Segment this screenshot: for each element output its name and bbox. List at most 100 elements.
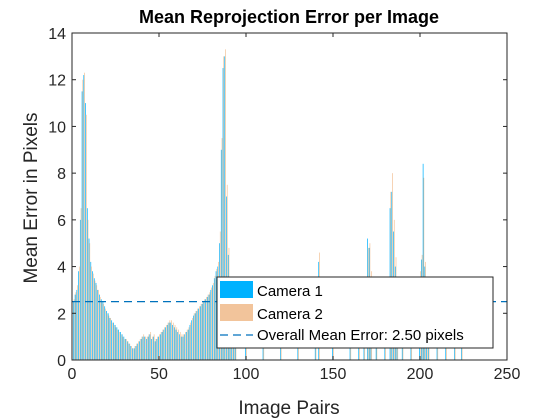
camera-1-bar-40	[140, 338, 142, 360]
camera-1-bar-6	[81, 91, 83, 360]
camera-1-bar-56	[168, 322, 170, 360]
camera-1-bar-53	[163, 329, 165, 360]
camera-1-bar-41	[142, 336, 144, 360]
camera-2-bar-2	[75, 292, 77, 360]
camera-1-bar-74	[200, 306, 201, 360]
legend-entry-camera-1: Camera 1	[257, 283, 323, 300]
legend-swatch-camera-2	[220, 304, 253, 321]
camera-1-bar-28	[119, 331, 121, 360]
camera-1-bar-4	[78, 271, 79, 360]
legend: Camera 1 Camera 2 Overall Mean Error: 2.…	[216, 276, 494, 349]
x-tick-label-150: 150	[320, 366, 347, 383]
camera-2-bar-60	[176, 327, 178, 360]
camera-2-bar-69	[192, 317, 193, 360]
camera-1-bar-1	[73, 301, 74, 360]
camera-1-bar-32	[126, 341, 128, 360]
y-axis-label: Mean Error in Pixels	[21, 112, 42, 283]
camera-2-bar-183	[390, 191, 392, 360]
x-tick-label-0: 0	[68, 366, 77, 383]
y-tick-label-6: 6	[57, 213, 66, 230]
camera-2-bar-76	[204, 299, 205, 360]
camera-2-bar-24	[113, 324, 115, 360]
camera-1-bar-42	[144, 336, 146, 360]
camera-1-bar-16	[99, 294, 100, 360]
camera-2-bar-27	[118, 331, 120, 360]
camera-1-bar-22	[109, 317, 111, 360]
camera-2-bar-82	[214, 275, 216, 360]
camera-1-bar-45	[149, 334, 151, 360]
camera-2-bar-37	[136, 343, 138, 360]
camera-1-bar-69	[191, 320, 193, 360]
camera-2-bar-81	[212, 282, 214, 360]
camera-1-bar-71	[194, 313, 196, 360]
camera-2-bar-89	[226, 184, 228, 360]
camera-2-bar-73	[199, 306, 200, 360]
camera-1-bar-24	[113, 322, 114, 360]
camera-1-bar-5	[79, 219, 81, 360]
camera-1-bar-14	[95, 282, 97, 360]
camera-2-bar-50	[159, 334, 160, 360]
camera-1-bar-33	[128, 343, 130, 360]
camera-2-bar-28	[120, 334, 122, 360]
camera-2-bar-78	[207, 294, 209, 360]
camera-2-bar-3	[77, 285, 78, 360]
camera-1-bar-202	[422, 163, 424, 360]
camera-1-bar-86	[220, 149, 222, 360]
camera-1-bar-82	[213, 278, 215, 360]
camera-1-bar-43	[146, 338, 147, 360]
camera-1-bar-37	[135, 345, 137, 360]
camera-1-bar-78	[206, 296, 208, 360]
camera-2-bar-41	[143, 334, 145, 360]
camera-2-bar-67	[188, 327, 190, 360]
camera-1-bar-25	[114, 324, 116, 360]
legend-box	[216, 276, 494, 349]
camera-2-bar-77	[205, 296, 207, 360]
x-tick-label-200: 200	[407, 366, 434, 383]
axes-box	[71, 32, 508, 361]
camera-2-bar-80	[211, 287, 212, 360]
camera-1-bar-61	[177, 331, 179, 360]
legend-entry-camera-2: Camera 2	[257, 306, 323, 323]
camera-1-bar-76	[203, 301, 205, 360]
camera-2-bar-51	[160, 331, 162, 360]
y-tick-label-4: 4	[57, 260, 66, 277]
camera-1-bar-27	[118, 329, 119, 360]
camera-2-bar-26	[117, 329, 118, 360]
camera-2-bar-42	[145, 336, 146, 360]
camera-2-bar-55	[167, 322, 169, 360]
camera-1-bar-15	[97, 289, 99, 360]
legend-entry-mean: Overall Mean Error: 2.50 pixels	[257, 327, 464, 344]
chart-title: Mean Reprojection Error per Image	[139, 7, 439, 27]
camera-1-bar-75	[201, 303, 203, 360]
camera-1-bar-55	[166, 324, 168, 360]
camera-2-bar-62	[179, 331, 181, 360]
camera-2-bar-6	[82, 79, 84, 361]
camera-2-bar-4	[78, 266, 80, 360]
camera-1-bar-35	[132, 348, 133, 360]
camera-2-bar-64	[183, 334, 185, 360]
camera-2-bar-13	[94, 280, 96, 360]
camera-2-bar-87	[223, 56, 225, 361]
camera-2-bar-66	[186, 329, 188, 360]
camera-1-bar-44	[147, 336, 149, 360]
camera-1-bar-88	[224, 56, 226, 361]
camera-1-bar-26	[116, 327, 118, 360]
camera-2-bar-224	[461, 338, 463, 360]
camera-1-bar-23	[111, 320, 113, 360]
y-tick-label-8: 8	[57, 166, 66, 183]
camera-1-bar-7	[83, 75, 85, 360]
camera-2-bar-63	[181, 334, 183, 360]
camera-2-bar-29	[122, 336, 124, 360]
camera-1-bar-19	[104, 306, 106, 360]
camera-1-bar-58	[172, 324, 173, 360]
camera-1-bar-3	[76, 289, 78, 360]
camera-2-bar-21	[108, 315, 110, 360]
camera-2-bar-30	[124, 338, 125, 360]
x-axis-label: Image Pairs	[238, 398, 339, 419]
camera-2-bar-38	[138, 341, 139, 360]
camera-2-bar-53	[164, 327, 165, 360]
camera-2-bar-5	[80, 208, 82, 360]
camera-1-bar-79	[208, 294, 210, 360]
camera-1-bar-62	[179, 334, 180, 360]
